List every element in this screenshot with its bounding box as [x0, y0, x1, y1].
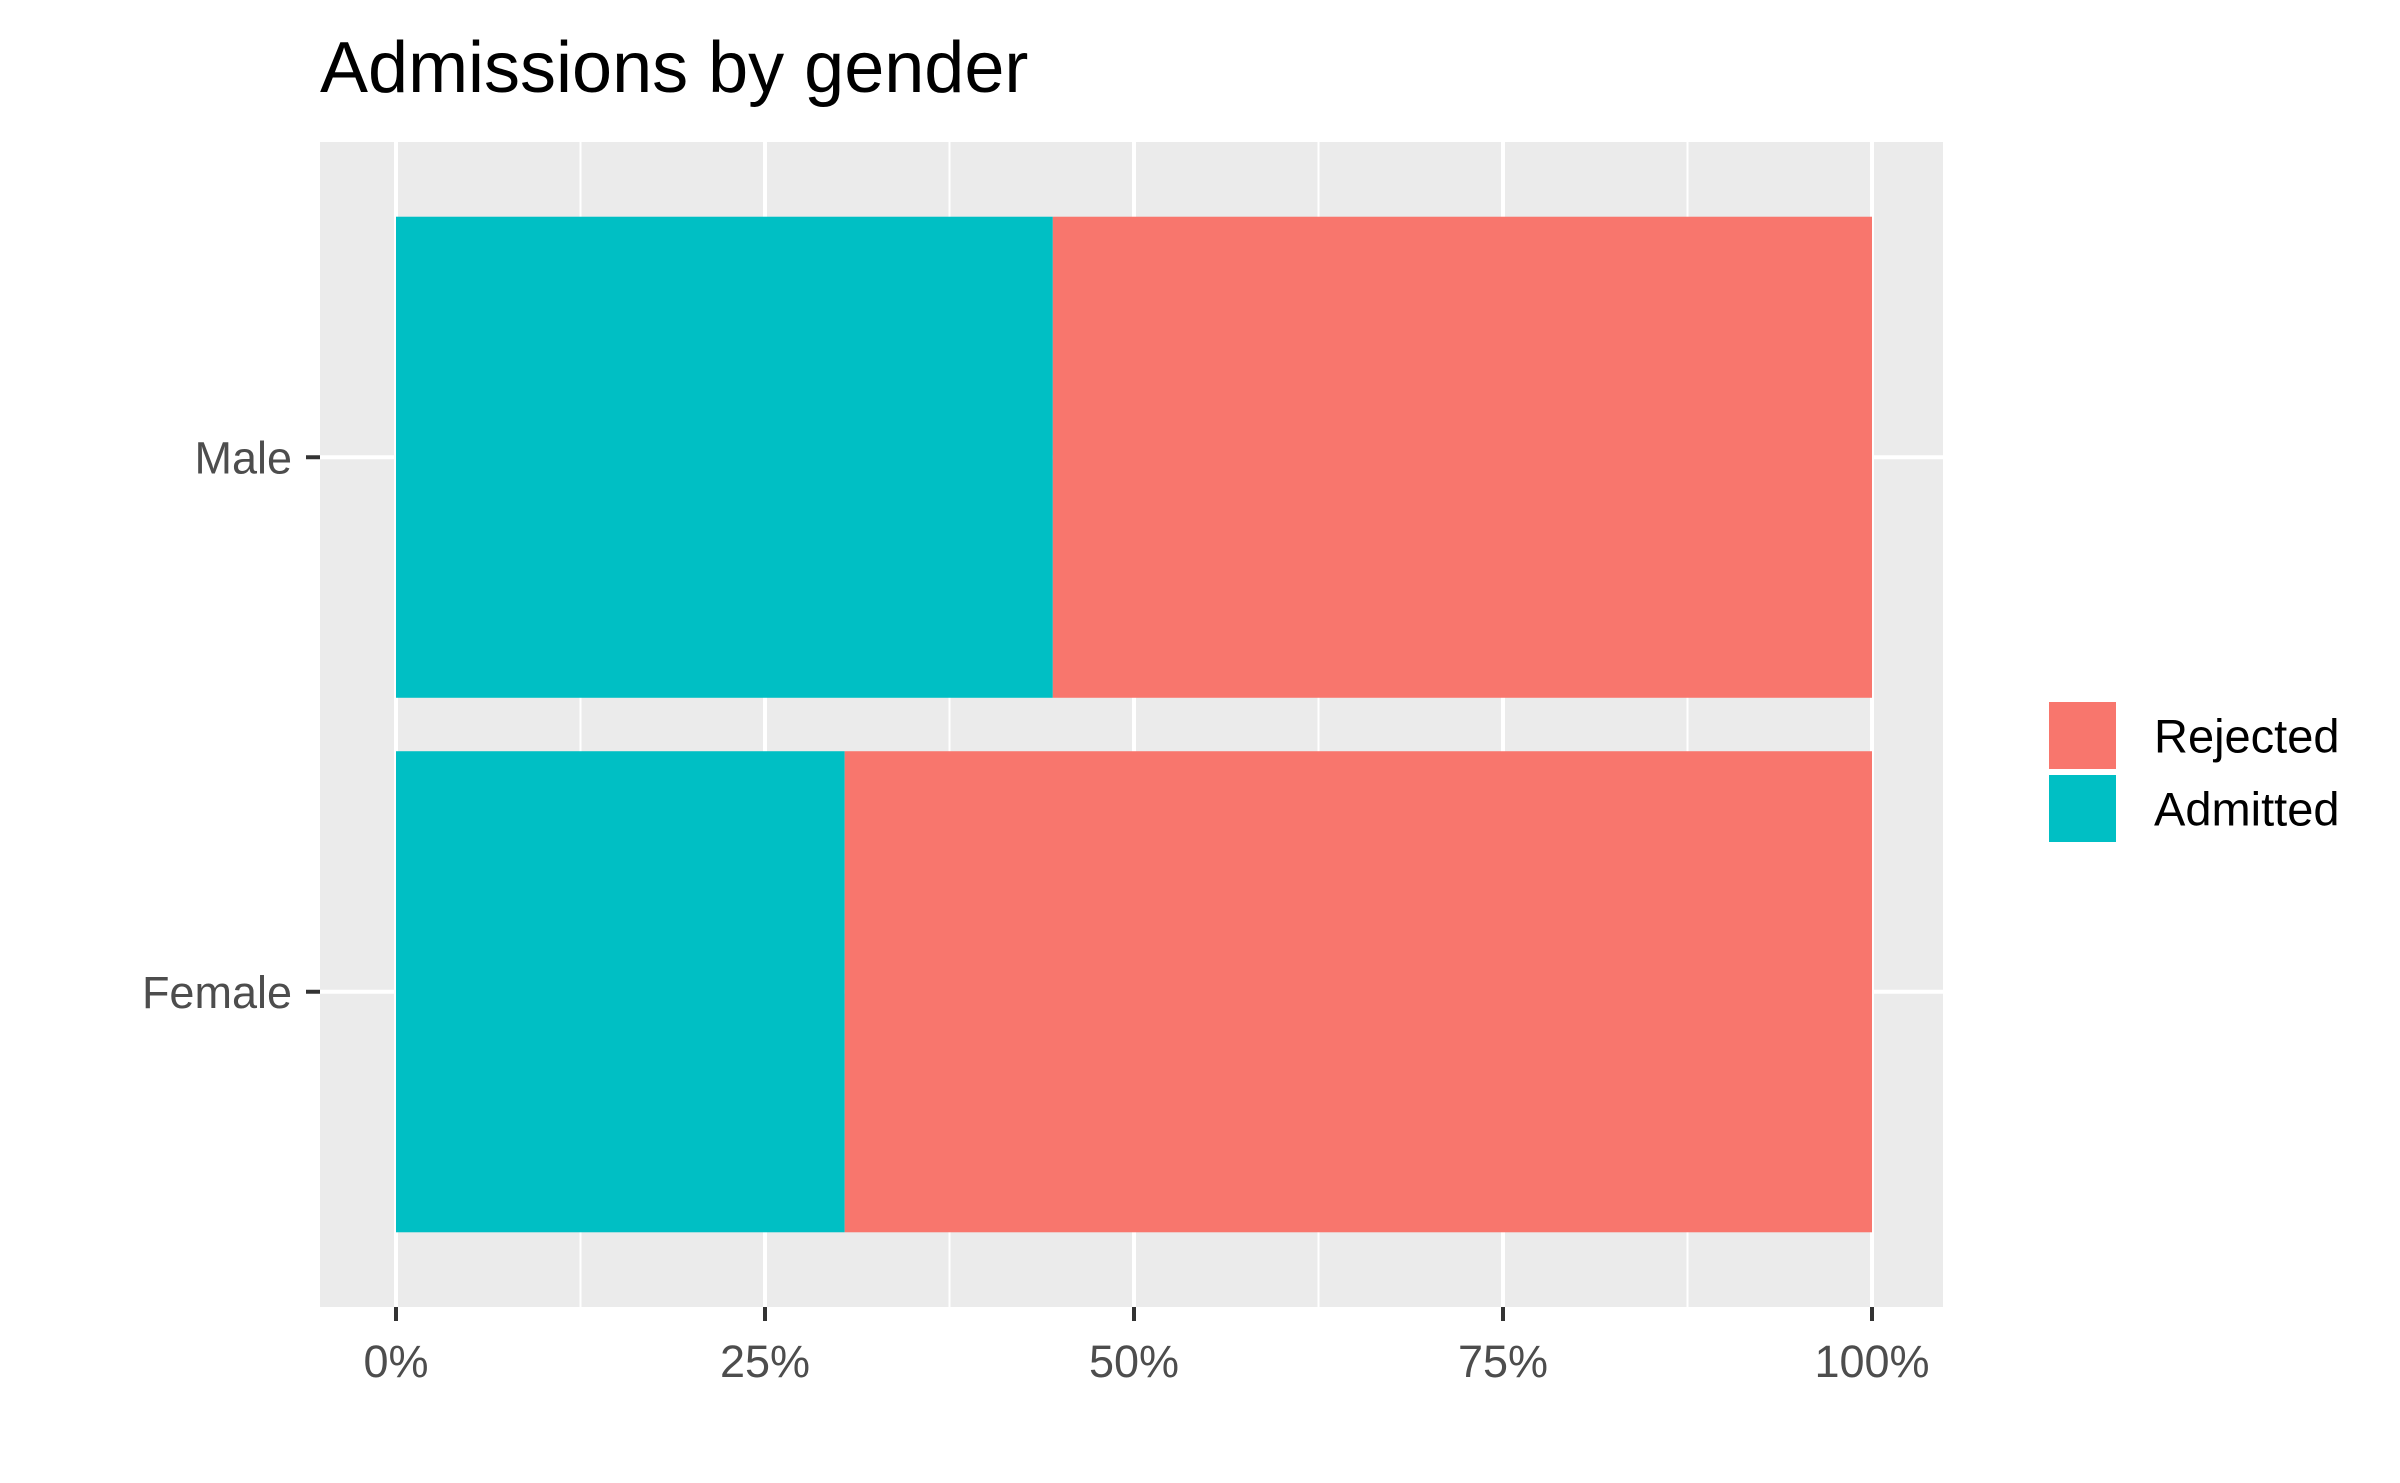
y-tick-label: Female	[142, 967, 292, 1018]
x-tick-label: 0%	[363, 1336, 428, 1387]
legend: Rejected Admitted	[2049, 702, 2340, 842]
y-axis: Female Male	[142, 432, 320, 1018]
legend-key-rejected	[2049, 702, 2116, 769]
bar-admitted-male	[396, 216, 1053, 698]
legend-label-rejected: Rejected	[2154, 710, 2340, 763]
x-tick-label: 50%	[1089, 1336, 1179, 1387]
bar-admitted-female	[396, 751, 845, 1233]
y-tick-label: Male	[194, 432, 292, 483]
bars	[396, 216, 1872, 1233]
bar-rejected-female	[844, 751, 1872, 1233]
chart-title: Admissions by gender	[320, 28, 1028, 108]
x-tick-label: 100%	[1814, 1336, 1929, 1387]
legend-key-admitted	[2049, 775, 2116, 842]
bar-rejected-male	[1052, 216, 1872, 698]
x-tick-label: 25%	[720, 1336, 810, 1387]
legend-label-admitted: Admitted	[2154, 783, 2339, 836]
x-axis: 0% 25% 50% 75% 100%	[363, 1307, 1930, 1387]
x-tick-label: 75%	[1458, 1336, 1548, 1387]
